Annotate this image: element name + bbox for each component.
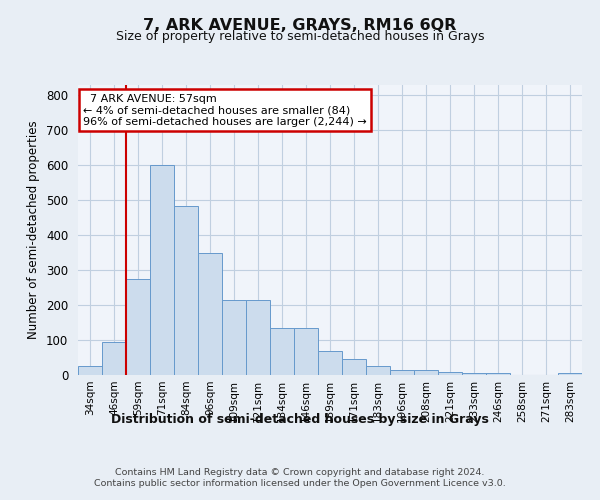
Bar	[102, 342, 126, 375]
Bar	[462, 374, 486, 375]
Bar	[78, 366, 102, 375]
Bar	[246, 300, 270, 375]
Bar	[438, 372, 462, 375]
Bar	[366, 366, 390, 375]
Bar	[390, 370, 414, 375]
Text: 7, ARK AVENUE, GRAYS, RM16 6QR: 7, ARK AVENUE, GRAYS, RM16 6QR	[143, 18, 457, 32]
Text: Size of property relative to semi-detached houses in Grays: Size of property relative to semi-detach…	[116, 30, 484, 43]
Bar	[318, 350, 342, 375]
Bar	[294, 328, 318, 375]
Bar	[198, 252, 222, 375]
Bar	[342, 360, 366, 375]
Text: Contains HM Land Registry data © Crown copyright and database right 2024.
Contai: Contains HM Land Registry data © Crown c…	[94, 468, 506, 487]
Bar	[270, 328, 294, 375]
Text: 7 ARK AVENUE: 57sqm
← 4% of semi-detached houses are smaller (84)
96% of semi-de: 7 ARK AVENUE: 57sqm ← 4% of semi-detache…	[83, 94, 367, 127]
Text: Distribution of semi-detached houses by size in Grays: Distribution of semi-detached houses by …	[111, 412, 489, 426]
Y-axis label: Number of semi-detached properties: Number of semi-detached properties	[28, 120, 40, 340]
Bar	[558, 374, 582, 375]
Bar	[486, 374, 510, 375]
Bar	[222, 300, 246, 375]
Bar	[414, 370, 438, 375]
Bar	[174, 206, 198, 375]
Bar	[150, 166, 174, 375]
Bar	[126, 279, 150, 375]
